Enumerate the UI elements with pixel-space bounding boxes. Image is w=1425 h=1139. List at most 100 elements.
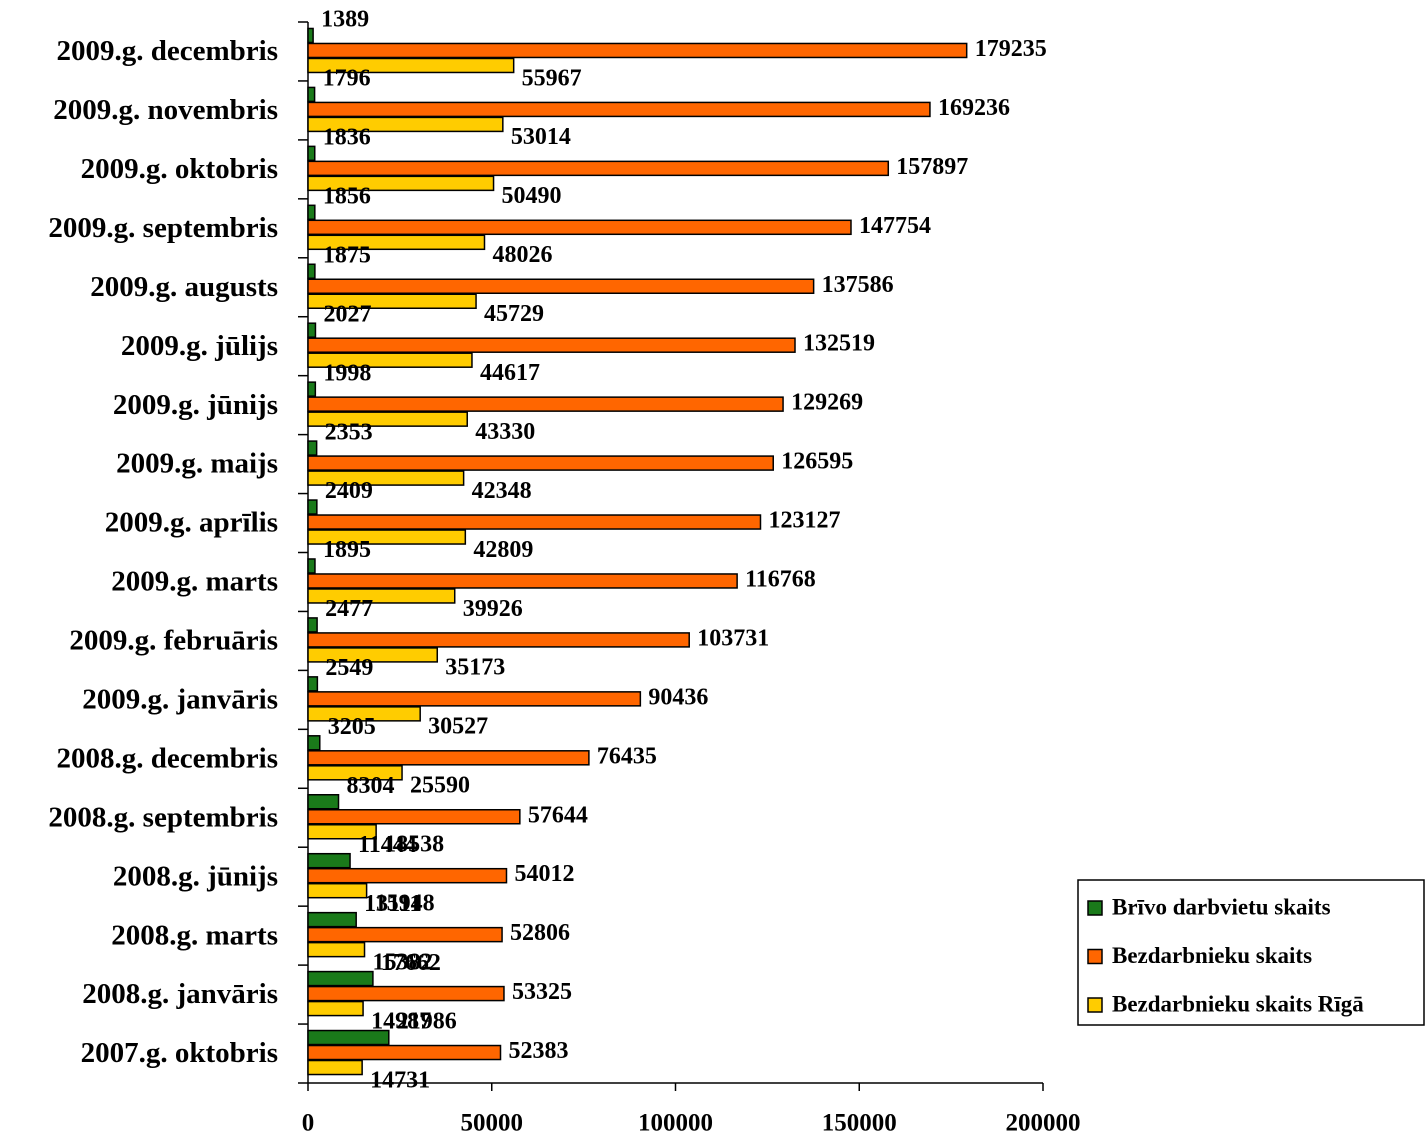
data-label: 1895 — [323, 537, 371, 563]
bar — [307, 175, 495, 192]
y-tick-label: 2008.g. janvāris — [82, 978, 278, 1010]
y-tick-label: 2008.g. jūnijs — [113, 860, 278, 892]
data-label: 15948 — [375, 890, 435, 916]
bar — [307, 234, 486, 251]
bar — [307, 809, 521, 825]
bar — [307, 337, 796, 353]
bar — [307, 691, 642, 707]
bar — [307, 42, 968, 59]
data-label: 2409 — [325, 478, 373, 504]
bar — [307, 794, 340, 810]
data-label: 1875 — [323, 242, 371, 268]
y-tick-label: 2009.g. oktobris — [81, 153, 278, 185]
y-tick-label: 2009.g. maijs — [116, 448, 278, 480]
data-label: 103731 — [697, 625, 769, 651]
x-tick-label: 100000 — [638, 1110, 713, 1137]
data-label: 132519 — [803, 331, 875, 357]
y-tick-label: 2008.g. decembris — [57, 742, 279, 774]
data-label: 157897 — [896, 154, 968, 180]
legend-label: Bezdarbnieku skaits — [1112, 943, 1312, 968]
bar — [307, 852, 351, 869]
y-tick-label: 2009.g. marts — [111, 566, 278, 598]
data-label: 54012 — [514, 861, 574, 887]
data-label: 45729 — [484, 301, 544, 327]
data-label: 53325 — [512, 979, 572, 1005]
bar — [307, 352, 473, 368]
bar — [307, 27, 314, 44]
bar — [307, 470, 465, 486]
data-label: 1998 — [323, 360, 371, 386]
data-label: 52806 — [510, 920, 570, 946]
bar — [307, 824, 377, 840]
data-label: 42348 — [472, 478, 532, 504]
bar — [307, 617, 318, 633]
data-label: 129269 — [791, 390, 863, 416]
bar — [307, 381, 317, 397]
data-label: 2353 — [325, 419, 373, 445]
bar — [307, 867, 508, 884]
y-tick-label: 2009.g. septembris — [48, 212, 278, 244]
data-label: 55967 — [522, 65, 582, 91]
bar — [307, 455, 774, 471]
data-label: 147754 — [859, 213, 931, 239]
bar — [307, 440, 318, 456]
data-label: 2549 — [325, 655, 373, 681]
x-tick-label: 50000 — [461, 1110, 524, 1137]
legend-swatch — [1087, 948, 1103, 965]
bar — [307, 145, 316, 162]
y-tick-label: 2009.g. jūnijs — [113, 389, 278, 421]
bar — [307, 278, 815, 294]
data-label: 57644 — [528, 802, 588, 828]
data-label: 43330 — [475, 419, 535, 445]
bar — [307, 911, 357, 928]
legend-label: Brīvo darbvietu skaits — [1112, 894, 1331, 919]
data-label: 14731 — [370, 1067, 430, 1093]
x-tick-label: 150000 — [822, 1110, 897, 1137]
bar — [307, 985, 505, 1002]
bar — [307, 396, 784, 412]
data-label: 169236 — [938, 95, 1010, 121]
y-tick-label: 2009.g. augusts — [90, 271, 278, 303]
data-label: 11444 — [358, 832, 417, 858]
legend-swatch — [1087, 997, 1103, 1013]
bar — [307, 204, 316, 221]
data-label: 52383 — [509, 1038, 569, 1064]
data-label: 15382 — [373, 949, 433, 975]
data-label: 137586 — [822, 272, 894, 298]
y-tick-label: 2008.g. marts — [111, 919, 278, 951]
bar — [307, 970, 374, 987]
data-label: 18538 — [384, 832, 444, 858]
bar — [307, 941, 366, 958]
bar — [307, 57, 515, 74]
data-label: 179235 — [975, 36, 1047, 62]
data-label: 2477 — [325, 596, 373, 622]
y-tick-label: 2009.g. aprīlis — [105, 507, 278, 539]
data-label: 39926 — [463, 596, 523, 622]
data-label: 1836 — [323, 125, 371, 151]
bar — [307, 765, 403, 781]
y-tick-label: 2008.g. septembris — [48, 801, 278, 833]
bar — [307, 750, 590, 766]
bar — [307, 573, 738, 589]
data-label: 8304 — [347, 773, 395, 799]
data-label: 44617 — [480, 360, 540, 386]
data-label: 17662 — [381, 950, 441, 976]
bar — [307, 558, 316, 574]
y-tick-label: 2007.g. oktobris — [81, 1037, 278, 1069]
data-label: 25590 — [410, 773, 470, 799]
bar — [307, 411, 468, 427]
bar — [307, 293, 477, 309]
bar — [307, 160, 890, 177]
bar — [307, 926, 503, 943]
bar — [307, 116, 504, 133]
legend-label: Bezdarbnieku skaits Rīgā — [1112, 991, 1364, 1016]
data-label: 21986 — [397, 1009, 457, 1035]
data-label: 76435 — [597, 743, 657, 769]
bar — [307, 529, 467, 545]
data-label: 123127 — [768, 508, 840, 534]
bar — [307, 322, 317, 338]
data-label: 30527 — [428, 714, 488, 740]
y-tick-label: 2009.g. janvāris — [82, 684, 278, 716]
data-label: 42809 — [473, 537, 533, 563]
bar — [307, 632, 690, 648]
